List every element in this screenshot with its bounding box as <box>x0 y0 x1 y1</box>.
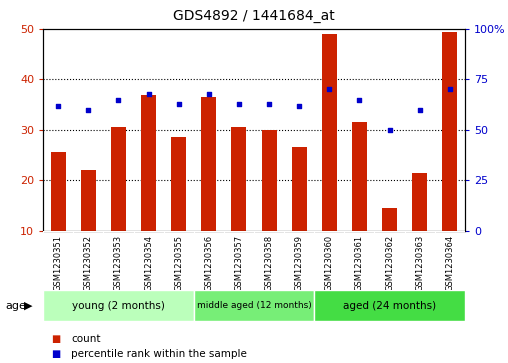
Bar <box>412 172 427 231</box>
Bar <box>322 34 337 231</box>
Bar <box>382 208 397 231</box>
Text: middle aged (12 months): middle aged (12 months) <box>197 301 311 310</box>
Text: GSM1230357: GSM1230357 <box>234 235 243 291</box>
Text: GSM1230362: GSM1230362 <box>385 235 394 291</box>
Text: GSM1230363: GSM1230363 <box>415 235 424 291</box>
Text: GSM1230361: GSM1230361 <box>355 235 364 291</box>
Point <box>114 97 122 102</box>
Bar <box>314 290 465 321</box>
Point <box>54 103 62 109</box>
Text: young (2 months): young (2 months) <box>72 301 165 311</box>
Bar <box>111 127 126 231</box>
Point <box>295 103 303 109</box>
Point <box>446 86 454 92</box>
Bar <box>194 290 314 321</box>
Text: age: age <box>5 301 26 311</box>
Text: GSM1230351: GSM1230351 <box>54 235 63 291</box>
Text: GSM1230359: GSM1230359 <box>295 235 304 291</box>
Point <box>416 107 424 113</box>
Point <box>386 127 394 132</box>
Bar <box>262 130 276 231</box>
Text: count: count <box>71 334 101 344</box>
Text: GSM1230360: GSM1230360 <box>325 235 334 291</box>
Point <box>265 101 273 106</box>
Bar <box>81 170 96 231</box>
Point <box>84 107 92 113</box>
Text: aged (24 months): aged (24 months) <box>343 301 436 311</box>
Point <box>205 91 213 97</box>
Bar <box>171 137 186 231</box>
Text: GSM1230352: GSM1230352 <box>84 235 93 291</box>
Bar <box>43 290 194 321</box>
Text: GDS4892 / 1441684_at: GDS4892 / 1441684_at <box>173 9 335 23</box>
Bar <box>51 152 66 231</box>
Bar <box>292 147 307 231</box>
Bar <box>201 97 216 231</box>
Text: ▶: ▶ <box>24 301 33 311</box>
Text: ■: ■ <box>51 349 60 359</box>
Text: GSM1230364: GSM1230364 <box>445 235 454 291</box>
Bar <box>442 32 457 231</box>
Text: GSM1230355: GSM1230355 <box>174 235 183 291</box>
Point <box>175 101 183 106</box>
Bar <box>141 94 156 231</box>
Bar <box>352 122 367 231</box>
Text: GSM1230358: GSM1230358 <box>265 235 274 291</box>
Text: ■: ■ <box>51 334 60 344</box>
Text: GSM1230353: GSM1230353 <box>114 235 123 291</box>
Point <box>325 86 333 92</box>
Point <box>144 91 152 97</box>
Text: percentile rank within the sample: percentile rank within the sample <box>71 349 247 359</box>
Bar <box>232 127 246 231</box>
Text: GSM1230356: GSM1230356 <box>204 235 213 291</box>
Point <box>355 97 363 102</box>
Point <box>235 101 243 106</box>
Text: GSM1230354: GSM1230354 <box>144 235 153 291</box>
